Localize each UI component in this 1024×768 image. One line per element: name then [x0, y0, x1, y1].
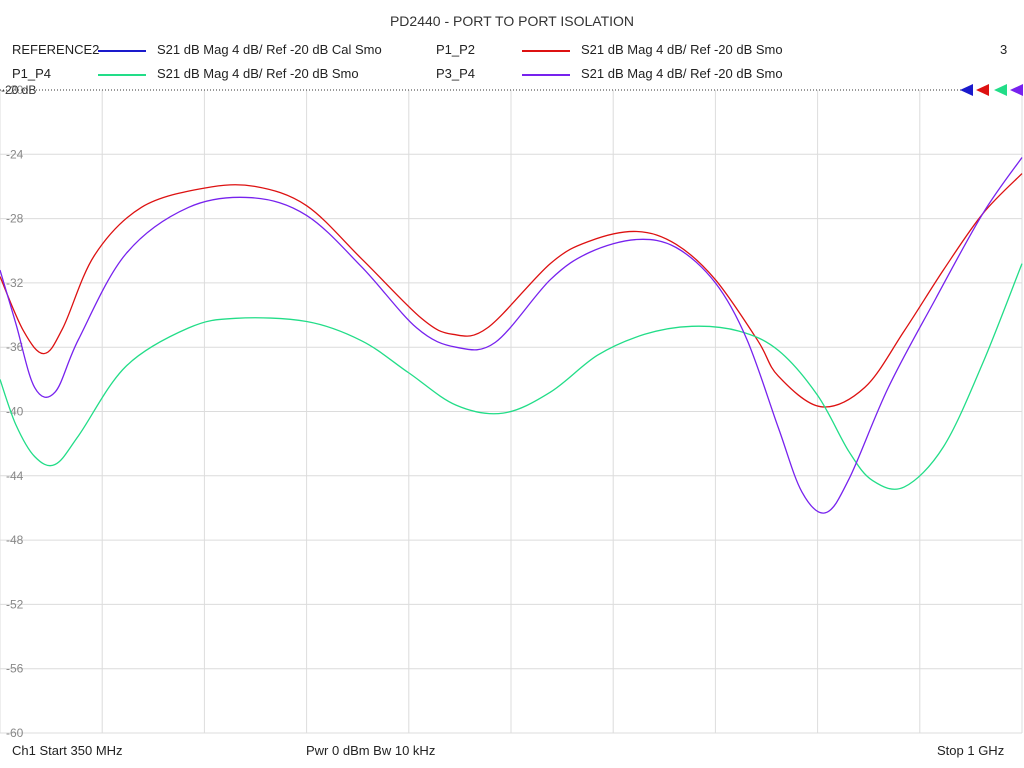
- legend-line-p1-p4: [98, 74, 146, 76]
- y-tick-labels: -20 -24 -28 -32 -36 -40 -44 -48 -52 -56 -60: [6, 83, 24, 740]
- y-tick-label: -40: [6, 405, 24, 419]
- reference-label: -20 dB: [1, 83, 36, 97]
- legend-desc-p1-p4: S21 dB Mag 4 dB/ Ref -20 dB Smo: [157, 66, 359, 81]
- footer-stop: Stop 1 GHz: [937, 743, 1005, 758]
- legend-line-p1-p2: [522, 50, 570, 52]
- reference-marker-p1-p2: [976, 84, 989, 96]
- y-tick-label: -28: [6, 212, 24, 226]
- reference-marker-p1-p4: [994, 84, 1007, 96]
- legend-name-reference2: REFERENCE2: [12, 42, 100, 57]
- legend-name-p3-p4: P3_P4: [436, 66, 476, 81]
- y-tick-label: -24: [6, 147, 24, 161]
- series-line-p1-p2: [0, 173, 1023, 408]
- y-tick-label: -48: [6, 533, 24, 547]
- reference-line: -20 dB: [0, 83, 962, 97]
- legend-desc-p3-p4: S21 dB Mag 4 dB/ Ref -20 dB Smo: [581, 66, 783, 81]
- series-line-p1-p4: [0, 263, 1023, 490]
- y-tick-label: -32: [6, 276, 24, 290]
- channel-number: 3: [1000, 42, 1008, 57]
- y-tick-label: -20: [6, 83, 24, 97]
- legend-line-p3-p4: [522, 74, 570, 76]
- footer-start: Ch1 Start 350 MHz: [12, 743, 123, 758]
- series-lines: [0, 157, 1023, 514]
- reference-markers: [960, 84, 1023, 96]
- footer-power-bandwidth: Pwr 0 dBm Bw 10 kHz: [306, 743, 436, 758]
- grid: [0, 90, 1023, 734]
- legend-name-p1-p4: P1_P4: [12, 66, 52, 81]
- y-tick-label: -60: [6, 726, 24, 740]
- chart-title: PD2440 - PORT TO PORT ISOLATION: [389, 13, 635, 29]
- y-tick-label: -44: [6, 469, 24, 483]
- legend-row-1: REFERENCE2 S21 dB Mag 4 dB/ Ref -20 dB C…: [0, 42, 1024, 62]
- legend-name-p1-p2: P1_P2: [436, 42, 476, 57]
- series-line-p3-p4: [0, 157, 1023, 514]
- legend-desc-reference2: S21 dB Mag 4 dB/ Ref -20 dB Cal Smo: [157, 42, 382, 57]
- y-tick-label: -56: [6, 662, 24, 676]
- legend-line-reference2: [98, 50, 146, 52]
- legend-row-2: P1_P4 S21 dB Mag 4 dB/ Ref -20 dB Smo P3…: [0, 66, 1024, 86]
- reference-marker-p3-p4: [1010, 84, 1023, 96]
- legend-desc-p1-p2: S21 dB Mag 4 dB/ Ref -20 dB Smo: [581, 42, 783, 57]
- y-tick-label: -52: [6, 597, 24, 611]
- y-tick-label: -36: [6, 340, 24, 354]
- reference-marker-reference2: [960, 84, 973, 96]
